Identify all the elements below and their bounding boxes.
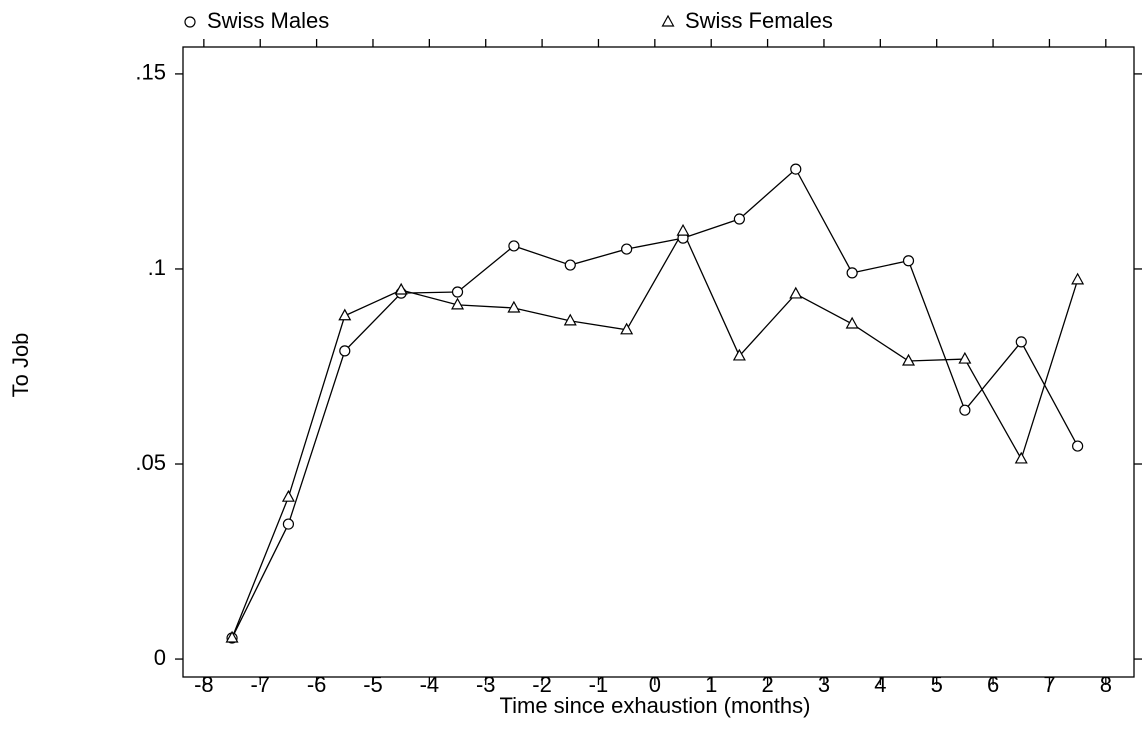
circle-marker: [733, 213, 745, 225]
circle-marker: [451, 286, 464, 298]
circle-marker: [902, 255, 915, 267]
triangle-marker: [901, 353, 916, 366]
plot-frame: [182, 46, 1135, 678]
circle-marker: [508, 240, 520, 252]
triangle-marker: [789, 286, 803, 299]
triangle-marker: [451, 297, 465, 310]
y-tick-label: .1: [148, 255, 166, 280]
circle-marker: [564, 259, 576, 271]
triangle-marker: [1014, 451, 1028, 464]
legend-label: Swiss Males: [207, 8, 329, 33]
y-axis-label: To Job: [8, 333, 33, 398]
legend-label: Swiss Females: [685, 8, 833, 33]
x-axis-label: Time since exhaustion (months): [500, 693, 811, 718]
circle-marker: [339, 345, 351, 357]
triangle-marker: [1071, 272, 1085, 285]
triangle-marker: [338, 308, 352, 321]
triangle-marker: [563, 313, 577, 326]
circle-marker: [184, 16, 196, 28]
triangle-marker: [507, 300, 521, 313]
circle-marker: [1072, 440, 1084, 452]
circle-marker: [1015, 336, 1027, 348]
triangle-marker: [958, 351, 972, 364]
triangle-marker: [845, 316, 859, 329]
circle-marker: [790, 163, 802, 175]
triangle-marker: [225, 630, 239, 643]
circle-marker: [959, 404, 971, 416]
series-line: [231, 229, 1079, 639]
circle-marker: [846, 267, 858, 279]
triangle-marker: [620, 322, 634, 335]
y-tick-label: .05: [135, 450, 166, 475]
circle-marker: [282, 518, 295, 530]
triangle-marker: [661, 14, 675, 27]
triangle-marker: [732, 348, 746, 361]
triangle-marker: [394, 282, 408, 295]
triangle-marker: [281, 489, 295, 502]
y-tick-label: .15: [135, 60, 166, 85]
triangle-marker: [676, 223, 690, 236]
series-line: [231, 168, 1079, 639]
y-tick-label: 0: [154, 645, 166, 670]
circle-marker: [621, 243, 633, 255]
